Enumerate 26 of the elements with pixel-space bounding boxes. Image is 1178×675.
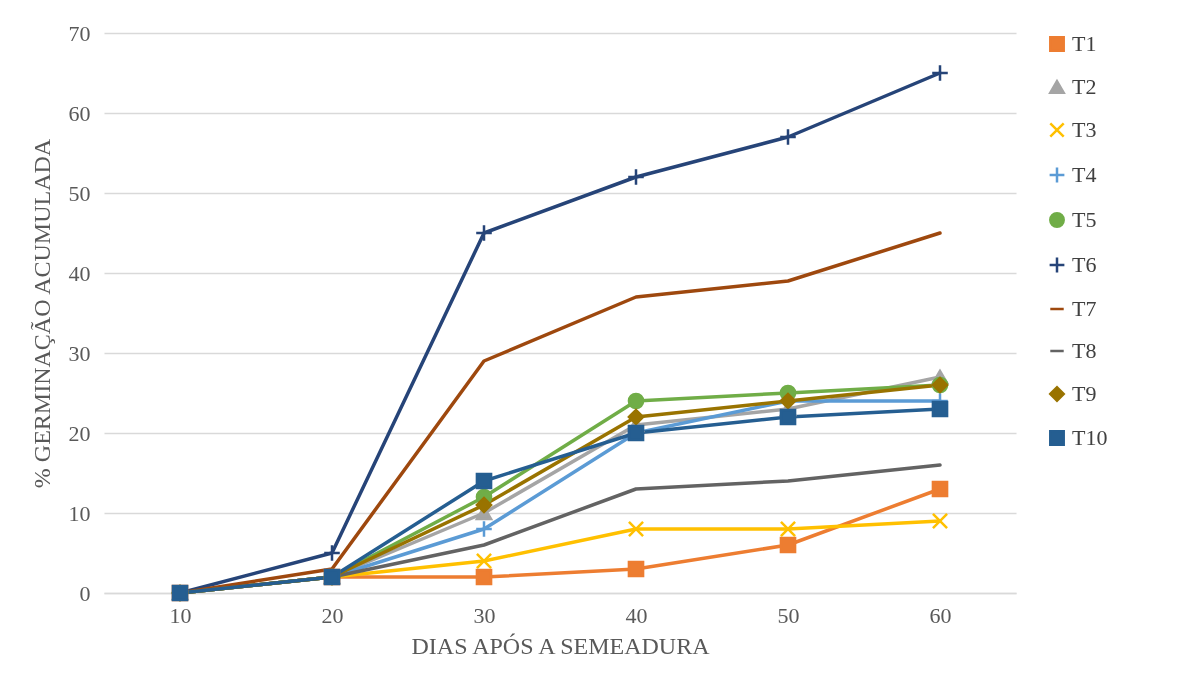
x-tick-label: 50 [777,602,800,628]
legend-label: T7 [1072,296,1097,321]
x-axis-title: DIAS APÓS A SEMEADURA [411,632,711,659]
y-axis-title: % GERMINAÇÃO ACUMULADA [28,138,55,489]
y-tick-label: 70 [68,20,91,46]
x-tick-label: 10 [169,602,192,628]
x-tick-label: 20 [321,602,344,628]
y-tick-label: 10 [68,500,91,526]
y-tick-label: 30 [68,340,91,366]
legend-label: T6 [1072,252,1097,277]
legend-label: T8 [1072,338,1097,363]
legend-label: T5 [1072,207,1097,232]
y-tick-label: 0 [79,580,91,606]
legend-label: T4 [1072,162,1097,187]
y-tick-label: 50 [68,180,91,206]
x-tick-label: 40 [625,602,648,628]
x-tick-label: 60 [929,602,952,628]
y-tick-label: 40 [68,260,91,286]
legend-label: T3 [1072,117,1097,142]
y-tick-label: 60 [68,100,91,126]
legend-label: T2 [1072,74,1097,99]
legend-label: T10 [1072,425,1108,450]
legend-label: T9 [1072,381,1097,406]
legend-label: T1 [1072,31,1097,56]
x-tick-label: 30 [473,602,496,628]
y-tick-label: 20 [68,420,91,446]
